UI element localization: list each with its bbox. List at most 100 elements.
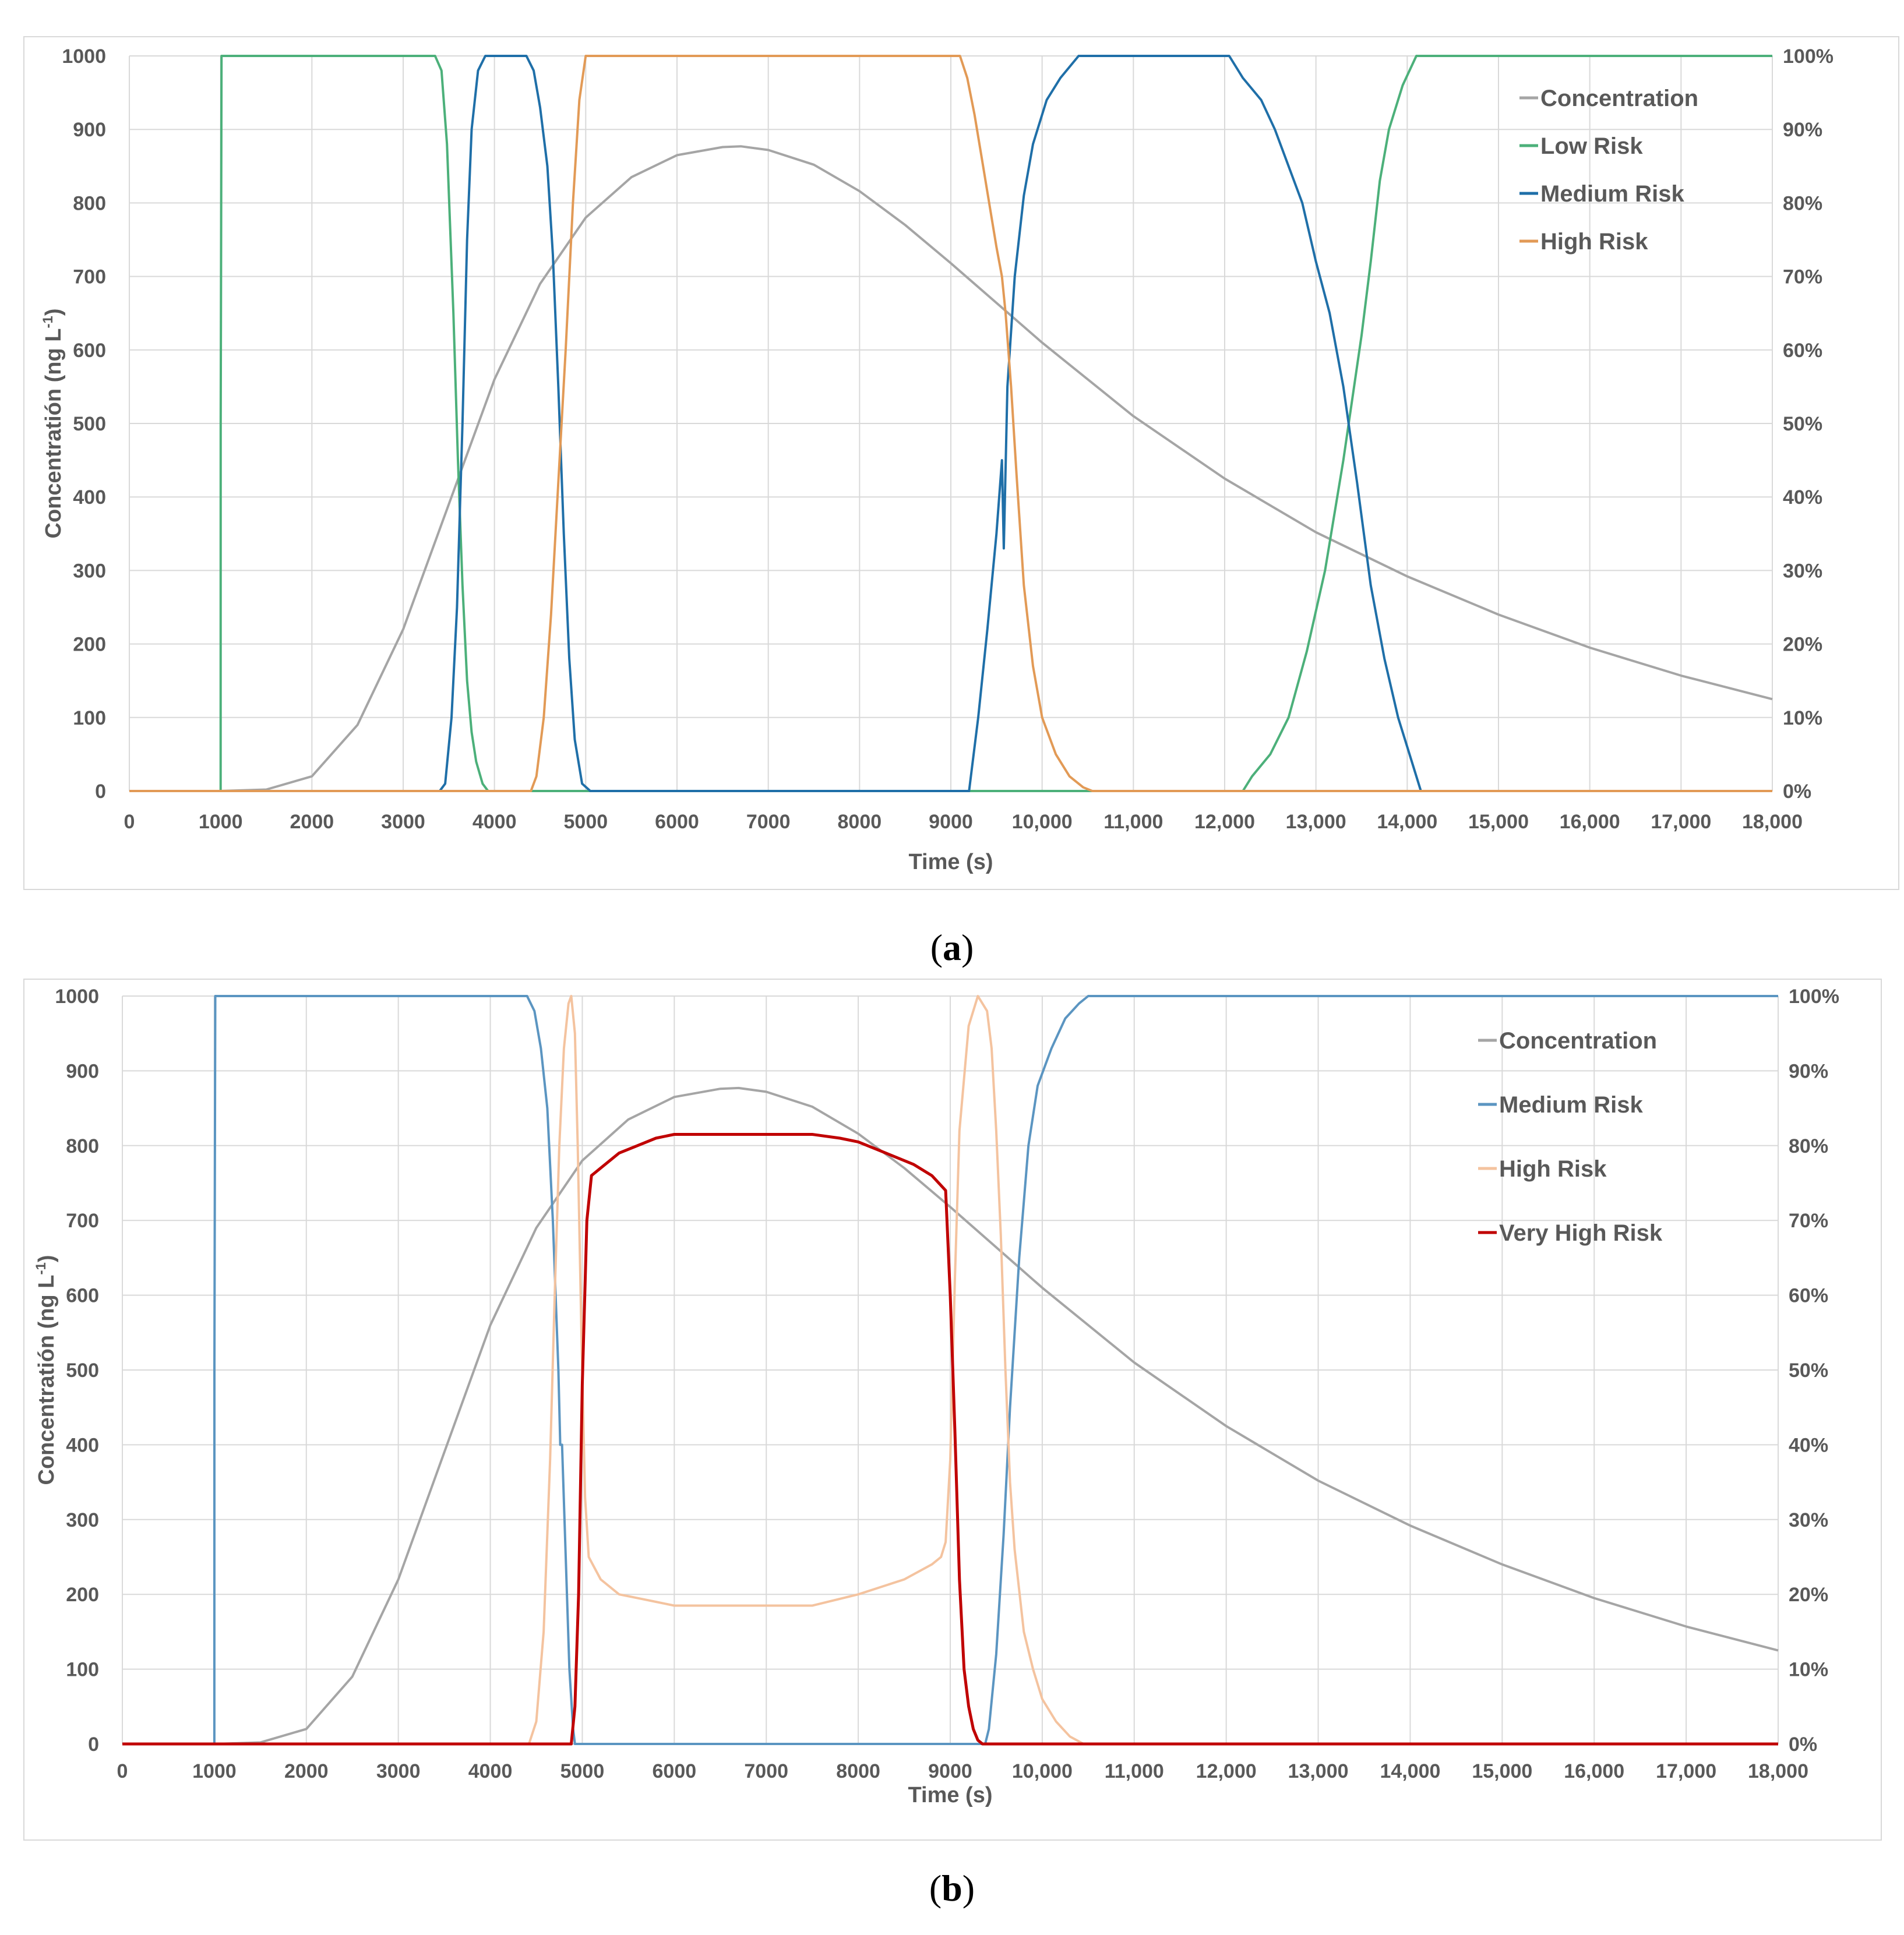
legend-label-very-high-risk: Very High Risk [1499,1220,1663,1246]
y-tick-label: 800 [66,1135,99,1157]
y2-tick-label: 20% [1789,1584,1828,1606]
y-tick-label: 500 [73,413,106,435]
y2-tick-label: 0% [1789,1733,1817,1756]
y2-tick-label: 60% [1783,340,1822,362]
y-tick-label: 900 [66,1060,99,1082]
y-tick-label: 700 [73,266,106,288]
y-tick-label: 600 [66,1285,99,1307]
x-tick-label: 7000 [746,811,791,833]
x-tick-label: 15,000 [1472,1760,1532,1782]
y2-tick-label: 10% [1783,707,1822,729]
y-tick-label: 400 [66,1434,99,1456]
y-tick-label: 400 [73,486,106,509]
x-tick-label: 11,000 [1105,1760,1164,1782]
x-tick-label: 10,000 [1012,811,1073,833]
y-tick-label: 100 [66,1659,99,1681]
legend-label-medium-risk: Medium Risk [1499,1092,1643,1118]
gridlines [129,55,1773,792]
x-tick-label: 11,000 [1103,811,1163,833]
x-axis-title: Time (s) [908,1783,992,1807]
legend-label-low-risk: Low Risk [1540,133,1643,159]
x-tick-label: 1000 [199,811,243,833]
caption-a: (a) [930,927,974,968]
y-tick-label: 800 [73,192,106,214]
legend: Concentration Medium Risk High Risk Very Hi… [1478,1028,1663,1246]
x-tick-label: 10,000 [1012,1760,1073,1782]
y-axis-title-end: ) [34,1255,59,1263]
y-tick-label: 300 [66,1509,99,1531]
caption-b: (b) [929,1867,975,1909]
chart-panel-b: 0 100 200 300 400 500 600 700 800 900 1000 0% 10% 20%… [23,979,1882,1841]
y-axis-title-end: ) [41,309,66,316]
series-line-concentration [129,145,1773,792]
series-line-concentration [122,1086,1779,1745]
legend-label-high-risk: High Risk [1499,1156,1607,1182]
x-tick-label: 14,000 [1380,1760,1440,1782]
chart-a-svg: 0 100 200 300 400 500 600 700 800 900 1000 0% 10% 20%… [40,45,1834,874]
x-tick-label: 9000 [929,811,973,833]
y2-tick-label: 30% [1789,1509,1828,1531]
y-axis-title-superscript: -1 [33,1262,49,1274]
y-tick-label: 200 [73,634,106,656]
x-tick-label: 4000 [468,1760,513,1782]
legend: Concentration Low Risk Medium Risk High Ris… [1519,86,1698,255]
x-axis-title: Time (s) [908,850,993,874]
y-tick-label: 900 [73,119,106,141]
y-tick-label: 0 [88,1733,99,1756]
series-line-medium-risk [129,55,1772,792]
legend-label-concentration: Concentration [1499,1028,1657,1054]
series-line-very-high-risk [122,1133,1778,1746]
x-tick-label: 3000 [381,811,425,833]
y2-tick-label: 60% [1789,1285,1828,1307]
x-tick-label: 18,000 [1742,811,1803,833]
y2-tick-label: 90% [1783,119,1822,141]
x-tick-label: 4000 [473,811,517,833]
y2-tick-label: 80% [1783,192,1822,214]
x-tick-label: 1000 [192,1760,237,1782]
y2-tick-label: 80% [1789,1135,1828,1157]
y2-tick-label: 100% [1789,986,1839,1008]
y-tick-label: 300 [73,560,106,582]
y2-tick-label: 30% [1783,560,1822,582]
y2-tick-label: 10% [1789,1659,1828,1681]
x-tick-label: 8000 [836,1760,880,1782]
y-axis-title-superscript: -1 [40,316,56,328]
y-axis-title: Concentratión (ng L-1) [40,309,66,539]
y2-tick-label: 50% [1789,1360,1828,1382]
x-tick-label: 13,000 [1286,811,1346,833]
y-tick-label: 200 [66,1584,99,1606]
y2-tick-label: 70% [1783,266,1822,288]
x-tick-label: 5000 [560,1760,605,1782]
x-tick-label: 14,000 [1377,811,1437,833]
y2-tick-label: 90% [1789,1060,1828,1082]
y2-tick-label: 100% [1783,45,1834,68]
y-tick-label: 100 [73,707,106,729]
x-tick-label: 12,000 [1196,1760,1257,1782]
y-axis-title-main: Concentratión (ng L [34,1275,59,1485]
x-tick-label: 0 [124,811,135,833]
x-tick-label: 8000 [838,811,882,833]
x-tick-label: 16,000 [1564,1760,1624,1782]
y2-tick-label: 70% [1789,1210,1828,1232]
y-tick-label: 1000 [62,45,106,68]
x-tick-label: 6000 [655,811,699,833]
y-tick-label: 0 [95,781,106,803]
legend-label-concentration: Concentration [1540,86,1698,111]
y-tick-label: 700 [66,1210,99,1232]
x-tick-label: 16,000 [1560,811,1620,833]
y2-tick-label: 50% [1783,413,1822,435]
y2-tick-label: 0% [1783,781,1811,803]
y-tick-label: 600 [73,340,106,362]
x-tick-label: 9000 [928,1760,972,1782]
x-tick-label: 5000 [564,811,608,833]
y2-tick-label: 40% [1783,486,1822,509]
x-tick-label: 13,000 [1288,1760,1349,1782]
x-tick-label: 3000 [376,1760,421,1782]
gridlines [122,995,1779,1745]
y-axis-title-main: Concentratión (ng L [41,329,66,539]
chart-panel-a: 0 100 200 300 400 500 600 700 800 900 1000 0% 10% 20%… [23,36,1899,890]
y2-tick-label: 40% [1789,1434,1828,1456]
x-tick-label: 17,000 [1656,1760,1716,1782]
x-tick-label: 2000 [290,811,334,833]
y-tick-label: 500 [66,1360,99,1382]
